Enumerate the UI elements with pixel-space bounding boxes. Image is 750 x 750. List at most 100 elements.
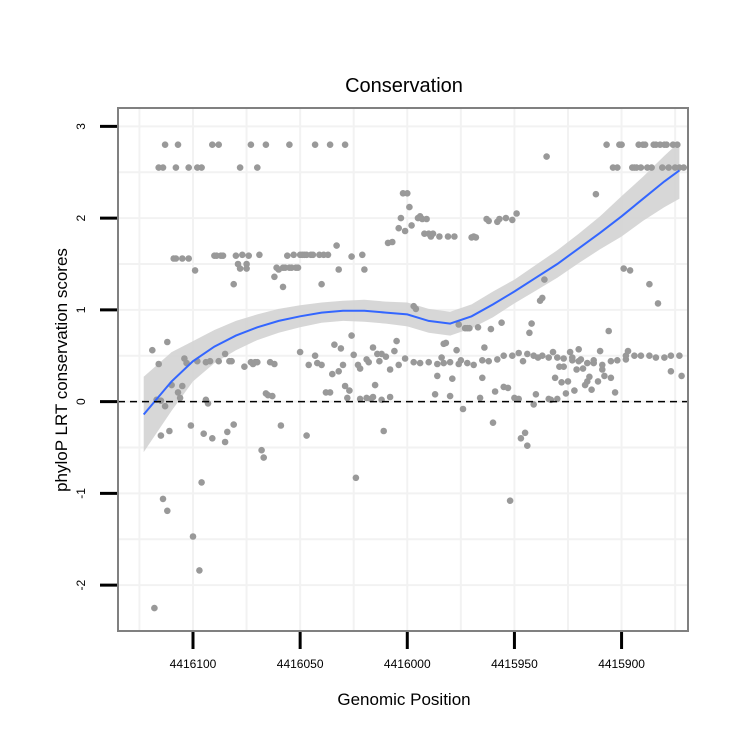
data-point <box>312 141 319 148</box>
data-point <box>638 164 645 171</box>
data-point <box>543 153 550 160</box>
data-point <box>573 366 580 373</box>
chart-title: Conservation <box>345 75 463 97</box>
data-point <box>185 164 192 171</box>
data-point <box>490 419 497 426</box>
data-point <box>365 359 372 366</box>
data-point <box>329 371 336 378</box>
data-point <box>222 351 229 358</box>
data-point <box>254 359 261 366</box>
data-point <box>198 479 205 486</box>
data-point <box>346 387 353 394</box>
confidence-band-layer <box>144 142 680 452</box>
data-point <box>558 379 565 386</box>
data-point <box>389 239 396 246</box>
data-point <box>588 386 595 393</box>
data-point <box>254 164 261 171</box>
data-point <box>505 385 512 392</box>
data-point <box>220 252 227 259</box>
data-point <box>668 368 675 375</box>
data-point <box>646 281 653 288</box>
data-point <box>380 428 387 435</box>
data-point <box>260 454 267 461</box>
data-point <box>248 141 255 148</box>
data-point <box>160 496 167 503</box>
data-point <box>500 352 507 359</box>
data-point <box>447 393 454 400</box>
data-point <box>335 266 342 273</box>
data-point <box>162 141 169 148</box>
x-tick-label: 4416100 <box>170 657 217 671</box>
data-point <box>513 210 520 217</box>
data-point <box>440 360 447 367</box>
data-point <box>655 300 662 307</box>
data-point <box>614 164 621 171</box>
data-point <box>155 361 162 368</box>
data-point <box>162 403 169 410</box>
data-point <box>179 255 186 262</box>
data-point <box>646 352 653 359</box>
data-point <box>387 394 394 401</box>
data-point <box>601 373 608 380</box>
y-tick-label: 0 <box>74 398 88 405</box>
data-point <box>295 264 302 271</box>
data-point <box>413 306 420 313</box>
data-point <box>485 358 492 365</box>
data-point <box>370 394 377 401</box>
data-point <box>230 421 237 428</box>
data-point <box>560 355 567 362</box>
y-axis: -2-10123 <box>74 123 117 591</box>
data-point <box>479 357 486 364</box>
data-point <box>509 352 516 359</box>
data-point <box>188 422 195 429</box>
data-point <box>432 391 439 398</box>
y-tick-label: 2 <box>74 214 88 221</box>
data-point <box>222 439 229 446</box>
data-point <box>402 228 409 235</box>
data-point <box>434 361 441 368</box>
data-point <box>353 475 360 482</box>
data-point <box>498 319 505 326</box>
data-point <box>533 391 540 398</box>
data-point <box>425 359 432 366</box>
data-point <box>269 393 276 400</box>
y-tick-label: 3 <box>74 123 88 130</box>
data-point <box>608 358 615 365</box>
data-point <box>528 320 535 327</box>
data-point <box>451 233 458 240</box>
data-point <box>524 351 531 358</box>
data-point <box>278 422 285 429</box>
data-point <box>284 252 291 259</box>
y-axis-title: phyloP LRT conservation scores <box>52 248 71 492</box>
data-point <box>237 265 244 272</box>
data-point <box>560 363 567 370</box>
data-point <box>198 164 205 171</box>
data-point <box>659 164 666 171</box>
data-point <box>473 234 480 241</box>
data-point <box>464 360 471 367</box>
data-point <box>580 365 587 372</box>
data-point <box>164 508 171 515</box>
data-point <box>565 378 572 385</box>
data-point <box>243 265 250 272</box>
data-point <box>575 346 582 353</box>
data-point <box>603 141 610 148</box>
data-point <box>241 363 248 370</box>
data-point <box>318 281 325 288</box>
data-point <box>395 362 402 369</box>
data-point <box>539 352 546 359</box>
data-point <box>620 265 627 272</box>
data-point <box>665 164 672 171</box>
data-point <box>404 190 411 197</box>
data-point <box>230 281 237 288</box>
data-point <box>348 253 355 260</box>
data-point <box>638 352 645 359</box>
data-point <box>530 352 537 359</box>
data-point <box>595 378 602 385</box>
data-point <box>481 344 488 351</box>
data-point <box>406 204 413 211</box>
data-point <box>297 349 304 356</box>
data-point <box>342 141 349 148</box>
data-point <box>563 390 570 397</box>
data-point <box>209 141 216 148</box>
